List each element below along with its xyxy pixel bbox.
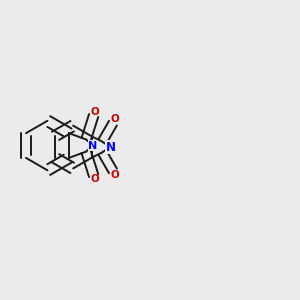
Text: O: O — [90, 174, 99, 184]
Text: N: N — [88, 140, 98, 151]
Text: N: N — [106, 140, 116, 154]
Text: O: O — [90, 107, 99, 117]
Text: O: O — [110, 114, 119, 124]
Text: O: O — [110, 170, 119, 180]
